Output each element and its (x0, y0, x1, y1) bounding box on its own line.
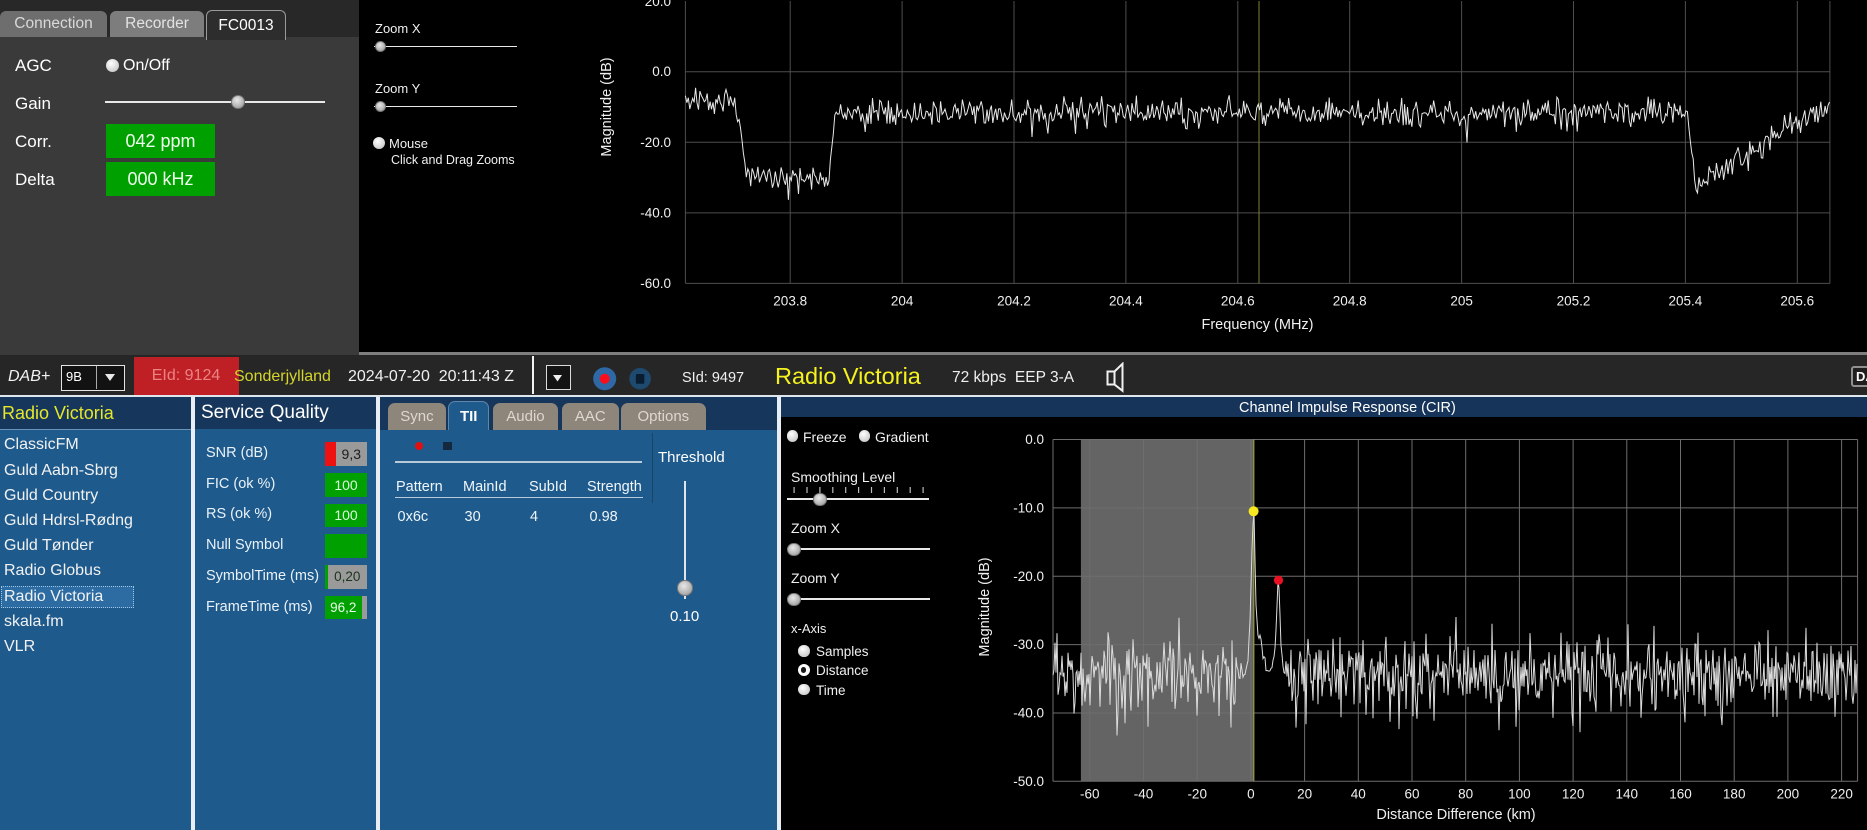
svg-text:-40: -40 (1134, 787, 1154, 802)
svg-text:205: 205 (1450, 294, 1473, 309)
svg-text:100: 100 (1508, 787, 1531, 802)
svg-text:204.2: 204.2 (997, 294, 1031, 309)
svg-text:-20.0: -20.0 (1013, 569, 1044, 584)
svg-text:204: 204 (891, 294, 914, 309)
svg-text:205.4: 205.4 (1669, 294, 1703, 309)
svg-text:60: 60 (1404, 787, 1419, 802)
svg-text:-30.0: -30.0 (1013, 637, 1044, 652)
svg-text:0: 0 (1247, 787, 1255, 802)
svg-text:80: 80 (1458, 787, 1473, 802)
svg-text:180: 180 (1723, 787, 1746, 802)
svg-text:200: 200 (1777, 787, 1800, 802)
svg-text:205.2: 205.2 (1557, 294, 1591, 309)
svg-text:-60.0: -60.0 (640, 276, 671, 291)
svg-text:Distance Difference (km): Distance Difference (km) (1376, 807, 1535, 823)
svg-text:-20: -20 (1187, 787, 1207, 802)
svg-text:-60: -60 (1080, 787, 1100, 802)
svg-text:140: 140 (1616, 787, 1639, 802)
svg-text:204.8: 204.8 (1333, 294, 1367, 309)
svg-text:20.0: 20.0 (645, 0, 671, 9)
svg-text:-40.0: -40.0 (1013, 706, 1044, 721)
svg-text:-20.0: -20.0 (640, 135, 671, 150)
svg-text:204.4: 204.4 (1109, 294, 1143, 309)
svg-text:120: 120 (1562, 787, 1585, 802)
svg-text:20: 20 (1297, 787, 1312, 802)
svg-text:Magnitude (dB): Magnitude (dB) (977, 557, 993, 656)
svg-text:Frequency (MHz): Frequency (MHz) (1202, 317, 1314, 333)
svg-text:-40.0: -40.0 (640, 205, 671, 220)
svg-text:0.0: 0.0 (1025, 432, 1044, 447)
svg-text:220: 220 (1830, 787, 1853, 802)
svg-text:0.0: 0.0 (652, 64, 671, 79)
svg-text:-10.0: -10.0 (1013, 500, 1044, 515)
svg-text:-50.0: -50.0 (1013, 774, 1044, 789)
svg-text:40: 40 (1351, 787, 1366, 802)
svg-text:160: 160 (1669, 787, 1692, 802)
svg-text:205.6: 205.6 (1780, 294, 1814, 309)
svg-text:204.6: 204.6 (1221, 294, 1255, 309)
svg-text:Magnitude (dB): Magnitude (dB) (599, 57, 615, 156)
svg-text:203.8: 203.8 (773, 294, 807, 309)
